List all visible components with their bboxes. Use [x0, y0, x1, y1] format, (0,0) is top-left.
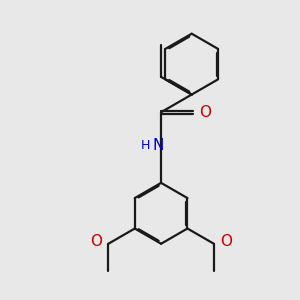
Text: O: O [91, 234, 103, 249]
Text: O: O [200, 105, 211, 120]
Text: H: H [141, 139, 150, 152]
Text: N: N [153, 138, 164, 153]
Text: O: O [220, 234, 232, 249]
